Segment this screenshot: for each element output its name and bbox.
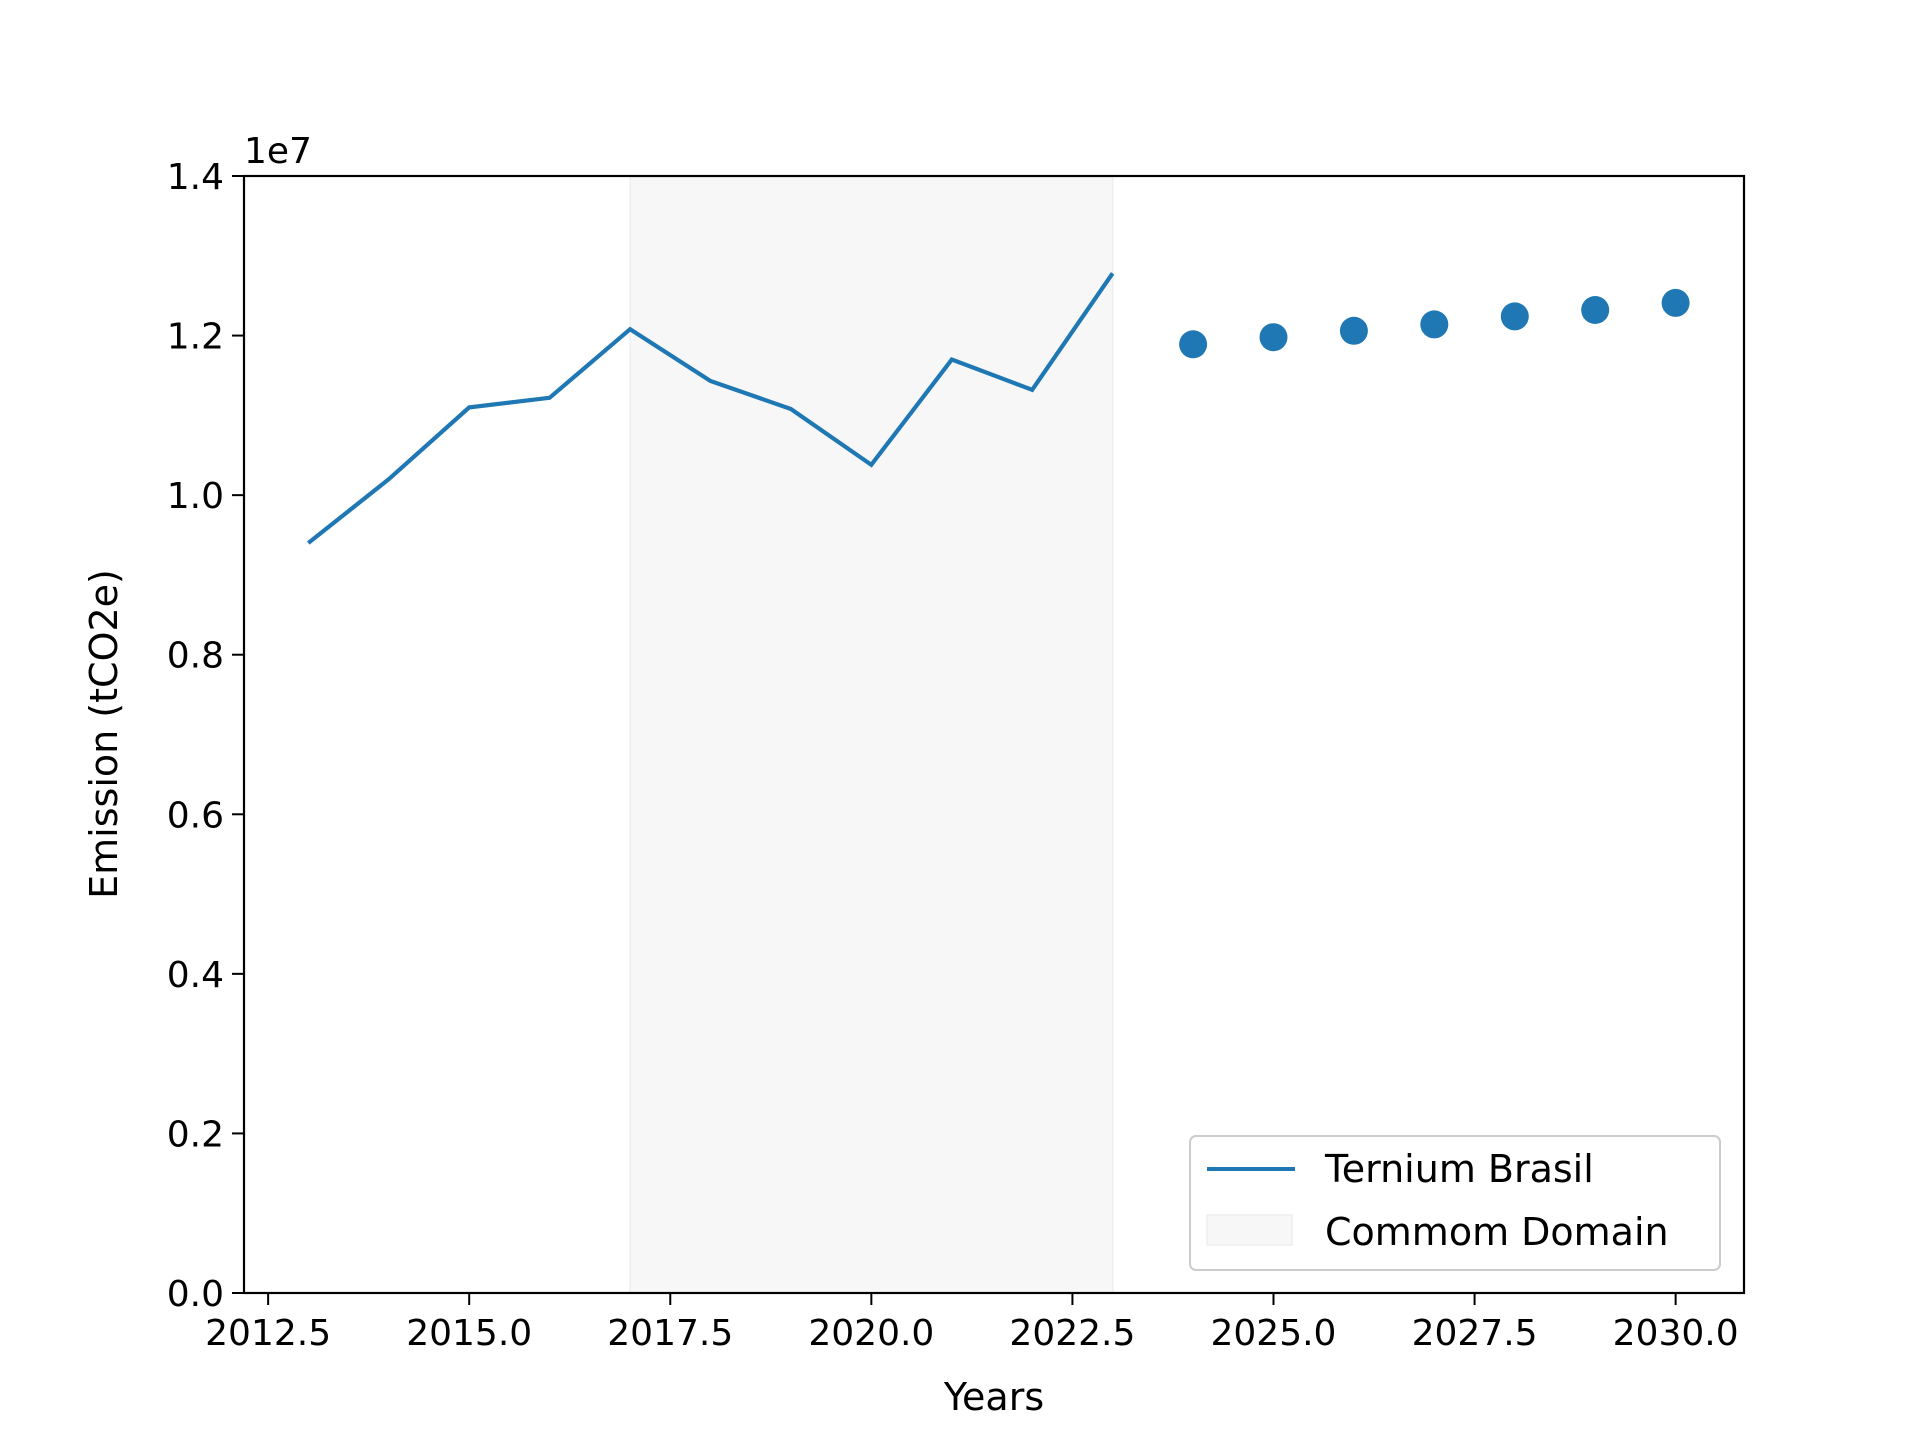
series-line-ternium-brasil [306,272,1115,545]
forecast-point [1581,296,1610,324]
forecast-point [1259,323,1288,352]
y-axis-ticks: 0.0 0.2 0.4 0.6 0.8 1.0 1.2 1.4 [167,157,244,1315]
series-layer [306,272,1690,545]
forecast-point [1420,310,1449,339]
x-tick-label: 2030.0 [1613,1313,1739,1354]
legend: Ternium Brasil Commom Domain [1189,1135,1721,1271]
y-tick-label: 0.6 [167,795,224,836]
y-offset-label: 1e7 [244,131,312,172]
x-tick-label: 2017.5 [607,1313,733,1354]
legend-box [1189,1135,1721,1271]
y-tick-label: 0.4 [167,955,224,996]
plot-frame [242,174,1746,1295]
y-tick-label: 0.0 [167,1274,224,1315]
forecast-point [1179,330,1208,359]
common-domain-band-layer [629,175,1114,1294]
x-tick-label: 2025.0 [1211,1313,1337,1354]
y-tick-label: 0.2 [167,1114,224,1155]
x-tick-label: 2022.5 [1009,1313,1135,1354]
x-tick-label: 2012.5 [205,1313,331,1354]
y-tick-label: 1.2 [167,317,224,358]
y-axis-label: Emission (tCO2e) [82,569,126,899]
x-axis-ticks: 2012.5 2015.0 2017.5 2020.0 2022.5 2025.0 2027… [205,1293,1739,1354]
forecast-point [1661,288,1690,317]
legend-patch-commom-domain [1206,1214,1293,1246]
y-tick-label: 0.8 [167,636,224,677]
forecast-point [1500,302,1529,331]
x-tick-label: 2020.0 [808,1313,934,1354]
x-axis-label: Years [943,1375,1044,1419]
legend-label-commom-domain: Commom Domain [1325,1210,1669,1254]
legend-label-ternium-brasil: Ternium Brasil [1324,1147,1594,1191]
x-tick-label: 2015.0 [406,1313,532,1354]
common-domain-band [629,175,1114,1294]
x-tick-label: 2027.5 [1412,1313,1538,1354]
y-tick-label: 1.4 [167,157,224,198]
forecast-point [1339,316,1368,345]
y-tick-label: 1.0 [167,476,224,517]
